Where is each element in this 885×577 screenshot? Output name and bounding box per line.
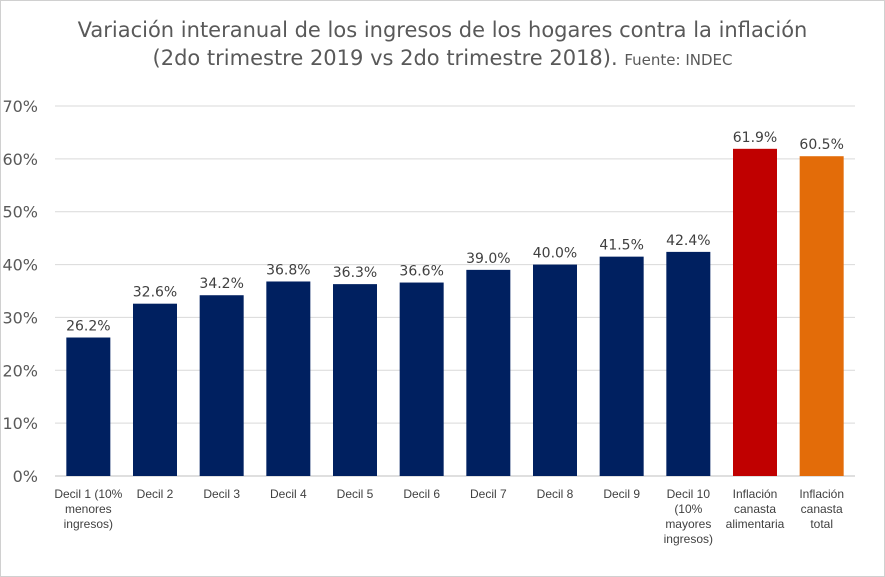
chart-title: Variación interanual de los ingresos de … xyxy=(0,18,885,42)
data-label: 41.5% xyxy=(599,238,643,254)
y-tick-label: 60% xyxy=(2,150,38,169)
y-tick-label: 10% xyxy=(2,414,38,433)
y-tick-label: 50% xyxy=(2,203,38,222)
bar xyxy=(599,256,644,476)
x-tick-label: Decil 2 xyxy=(137,487,174,501)
bar xyxy=(733,148,777,477)
x-tick-label: (10% xyxy=(674,502,702,516)
x-tick-label: Inflación xyxy=(733,487,778,501)
bar xyxy=(333,284,377,476)
data-label: 36.3% xyxy=(333,265,377,281)
bar xyxy=(533,264,577,476)
x-tick-label: Decil 7 xyxy=(470,487,507,501)
data-label: 36.6% xyxy=(399,264,443,280)
bar xyxy=(399,282,444,476)
data-label: 61.9% xyxy=(733,130,777,146)
bar xyxy=(199,295,244,476)
x-tick-label: ingresos) xyxy=(664,532,713,546)
data-label: 26.2% xyxy=(66,319,110,335)
x-tick-label: canasta xyxy=(734,502,776,516)
x-tick-label: Decil 4 xyxy=(270,487,307,501)
data-label: 40.0% xyxy=(533,246,577,262)
data-label: 60.5% xyxy=(799,137,843,153)
data-label: 39.0% xyxy=(466,251,510,267)
x-tick-label: Decil 5 xyxy=(337,487,374,501)
bar xyxy=(266,281,311,476)
y-tick-label: 40% xyxy=(2,256,38,275)
x-tick-label: ingresos) xyxy=(64,517,113,531)
x-tick-label: mayores xyxy=(665,517,711,531)
x-tick-label: Decil 8 xyxy=(537,487,574,501)
data-label: 34.2% xyxy=(199,276,243,292)
x-tick-label: Decil 9 xyxy=(603,487,640,501)
x-tick-label: Decil 3 xyxy=(203,487,240,501)
x-tick-label: Decil 6 xyxy=(403,487,440,501)
y-tick-label: 70% xyxy=(2,97,38,116)
chart-subtitle: (2do trimestre 2019 vs 2do trimestre 201… xyxy=(0,46,885,70)
y-tick-label: 30% xyxy=(2,308,38,327)
bar xyxy=(66,337,111,476)
data-label: 32.6% xyxy=(133,285,177,301)
x-tick-label: menores xyxy=(65,502,112,516)
data-label: 42.4% xyxy=(666,233,710,249)
x-tick-label: Decil 1 (10% xyxy=(54,487,122,501)
chart-title-line-2: (2do trimestre 2019 vs 2do trimestre 201… xyxy=(152,46,618,70)
y-tick-label: 0% xyxy=(13,467,38,486)
x-tick-label: canasta xyxy=(801,502,843,516)
data-label: 36.8% xyxy=(266,262,310,278)
chart-source: Fuente: INDEC xyxy=(624,51,733,69)
bar xyxy=(133,303,177,476)
x-tick-label: total xyxy=(810,517,833,531)
y-tick-label: 20% xyxy=(2,361,38,380)
chart-title-line-1: Variación interanual de los ingresos de … xyxy=(77,18,808,42)
x-tick-label: alimentaria xyxy=(726,517,785,531)
x-tick-label: Inflación xyxy=(799,487,844,501)
bar xyxy=(666,251,711,476)
x-tick-label: Decil 10 xyxy=(667,487,711,501)
bar xyxy=(799,156,844,476)
bar xyxy=(466,269,511,476)
